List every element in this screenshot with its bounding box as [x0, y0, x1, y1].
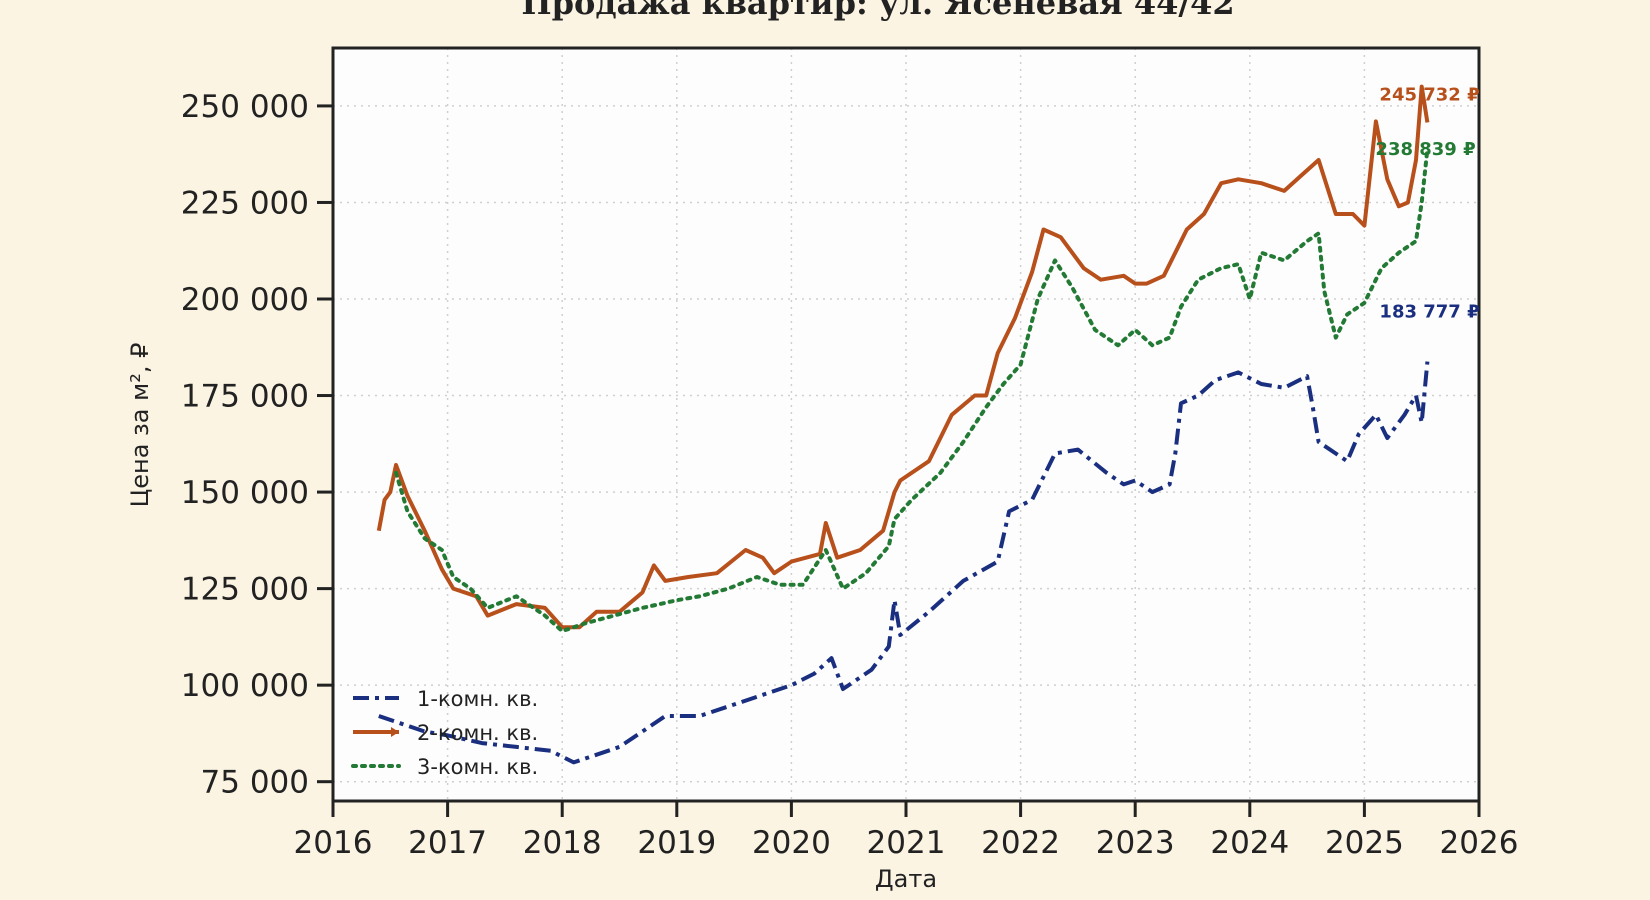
y-axis: 75 000 100 000 125 000 150 000 175 000 200 00…	[181, 89, 333, 801]
legend: 1-комн. кв. 2-комн. кв. 3-комн. кв.	[351, 687, 538, 779]
grid	[332, 48, 1480, 801]
x-axis: 2016 2017 2018 2019 2020 2021 2022 2023 2024 2025…	[294, 801, 1519, 861]
y-tick-label: 200 000	[181, 282, 309, 318]
series-line-3	[394, 147, 1430, 634]
x-tick-label: 2019	[637, 825, 716, 861]
value-annotation: 183 777 ₽	[1379, 302, 1479, 323]
y-tick-label: 100 000	[181, 668, 309, 704]
x-axis-label: Дата	[875, 865, 937, 893]
y-tick-label: 75 000	[201, 765, 309, 801]
x-tick-label: 2025	[1325, 825, 1404, 861]
x-tick-label: 2020	[752, 825, 831, 861]
series-line-1	[378, 361, 1430, 765]
x-tick-label: 2024	[1210, 825, 1289, 861]
chart-title: Продажа квартир: ул. Ясеневая 44/42	[521, 0, 1234, 22]
y-tick-label: 175 000	[181, 379, 309, 415]
x-tick-label: 2017	[408, 825, 487, 861]
x-tick-label: 2026	[1440, 825, 1519, 861]
series-line-2	[376, 84, 1430, 630]
x-tick-label: 2021	[867, 825, 946, 861]
series-layer	[376, 84, 1430, 765]
x-tick-label: 2022	[981, 825, 1060, 861]
y-axis-label: Цена за м², ₽	[126, 343, 154, 508]
x-tick-label: 2018	[523, 825, 602, 861]
legend-label-3: 3-комн. кв.	[417, 755, 538, 779]
y-tick-label: 225 000	[181, 185, 309, 221]
x-tick-label: 2016	[294, 825, 373, 861]
value-annotations: 245 732 ₽ 238 839 ₽ 183 777 ₽	[1375, 84, 1479, 322]
legend-label-2: 2-комн. кв.	[417, 721, 538, 745]
value-annotation: 245 732 ₽	[1379, 84, 1479, 105]
plot-area	[333, 48, 1479, 801]
legend-arrow-marker	[391, 727, 399, 737]
legend-label-1: 1-комн. кв.	[417, 687, 538, 711]
y-tick-label: 150 000	[181, 475, 309, 511]
x-tick-label: 2023	[1096, 825, 1175, 861]
value-annotation: 238 839 ₽	[1375, 139, 1475, 160]
y-tick-label: 250 000	[181, 89, 309, 125]
y-tick-label: 125 000	[181, 572, 309, 608]
